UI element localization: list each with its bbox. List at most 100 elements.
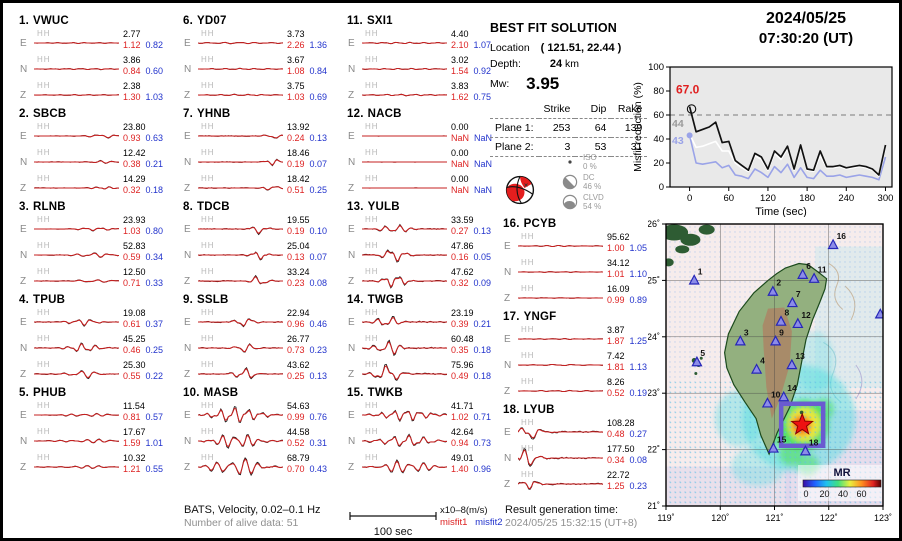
component-letter: Z — [20, 183, 27, 194]
component-letter: N — [184, 343, 192, 354]
component-letter: Z — [348, 90, 355, 101]
station-name: TDCB — [197, 201, 230, 213]
map-station-number: 10 — [771, 389, 781, 399]
depth-unit: km — [565, 58, 580, 70]
component-letter: Z — [348, 462, 355, 473]
waveform-trace — [34, 370, 119, 380]
amplitude-value: 3.83 — [451, 81, 469, 91]
waveform-trace — [518, 389, 603, 393]
misfit2-value: 0.23 — [629, 481, 648, 491]
misfit-values: 1.87 1.25 — [607, 336, 659, 347]
station-block: 17. YNGF E HH 3.87 1.87 1.25 N HH 7.42 1.81 1.13 Z HH… — [503, 311, 659, 404]
synthetic-trace — [34, 342, 119, 352]
map-station-number: 2 — [776, 278, 781, 288]
station-triangle-icon — [769, 335, 782, 346]
x-tick-label: 240 — [838, 193, 854, 204]
misfit-values: 0.46 0.25 — [123, 345, 175, 356]
misfit1-value: 0.19 — [287, 226, 305, 236]
channel-label: HH — [521, 232, 535, 241]
waveform-trace — [362, 187, 447, 189]
mr-colorbar-tick: 0 — [803, 489, 808, 499]
map-station-number: 3 — [744, 327, 749, 337]
synthetic-trace — [362, 250, 447, 262]
waveform-trace — [198, 318, 283, 328]
station-number: 10. — [183, 387, 200, 399]
amplitude-units: x10–8(m/s) misfit1 misfit2 — [440, 505, 503, 529]
misfit-values: 0.35 0.18 — [451, 345, 503, 356]
component-row: N HH 45.25 0.46 0.25 — [19, 334, 175, 360]
station-block: 16. PCYB E HH 95.62 1.00 1.05 N HH 34.12 1.01 1.10 Z… — [503, 218, 659, 311]
misfit2-value: 0.71 — [473, 412, 492, 422]
station-number: 4. — [19, 294, 29, 306]
trace-values: 43.62 0.25 0.13 — [287, 360, 339, 382]
synthetic-trace — [362, 276, 447, 288]
misfit1-value: 0.93 — [123, 133, 141, 143]
generation-time-value: 2024/05/25 15:32:15 (UT+8) — [505, 517, 638, 529]
misfit2-value: 0.09 — [473, 278, 492, 288]
component-row: Z HH 14.29 0.32 0.18 — [19, 174, 175, 200]
station-number: 9. — [183, 294, 193, 306]
channel-label: HH — [201, 148, 215, 157]
channel-label: HH — [37, 267, 51, 276]
station-triangle-icon — [691, 355, 703, 367]
misfit1-value: 1.59 — [123, 438, 141, 448]
map-station-marker: 6 — [797, 261, 811, 279]
misfit2-value: 0.55 — [145, 464, 164, 474]
channel-label: HH — [37, 308, 51, 317]
component-row: Z HH 47.62 0.32 0.09 — [347, 267, 503, 293]
misfit2-value: 0.37 — [145, 319, 164, 329]
component-letter: E — [184, 410, 191, 421]
station-title: 3. RLNB — [19, 201, 175, 215]
amplitude-value: 34.12 — [607, 258, 630, 268]
channel-label: HH — [37, 174, 51, 183]
amplitude-value: 12.50 — [123, 267, 146, 277]
observed-trace — [362, 276, 447, 289]
synthetic-trace — [198, 159, 283, 166]
synthetic-trace — [518, 449, 603, 466]
station-block: 13. YULB E HH 33.59 0.27 0.13 N HH 47.86 0.16 0.05 Z… — [347, 201, 503, 294]
station-triangle-icon — [786, 358, 798, 370]
component-row: E HH 0.00 NaN NaN — [347, 122, 503, 148]
unit-label: x10–8(m/s) — [440, 505, 488, 516]
trace-values: 12.50 0.71 0.33 — [123, 267, 175, 289]
component-row: N HH 7.42 1.81 1.13 — [503, 351, 659, 377]
component-row: Z HH 75.96 0.49 0.18 — [347, 360, 503, 386]
station-block: 12. NACB E HH 0.00 NaN NaN N HH 0.00 NaN NaN Z HH 0.00… — [347, 108, 503, 201]
misfit1-value: 1.08 — [287, 66, 305, 76]
misfit1-value: 0.25 — [287, 371, 305, 381]
trace-values: 42.64 0.94 0.73 — [451, 427, 503, 449]
station-name: LYUB — [523, 404, 555, 416]
waveform-trace — [34, 159, 119, 164]
synthetic-trace — [198, 275, 283, 284]
channel-label: HH — [37, 55, 51, 64]
station-name: TPUB — [33, 294, 66, 306]
misfit-values: 0.96 0.46 — [287, 319, 339, 330]
synthetic-trace — [34, 160, 119, 164]
trace-values: 41.71 1.02 0.71 — [451, 401, 503, 423]
amplitude-value: 49.01 — [451, 453, 474, 463]
x-tick-label: 60 — [723, 193, 734, 204]
annotation-43: 43 — [672, 135, 684, 147]
trace-values: 75.96 0.49 0.18 — [451, 360, 503, 382]
observed-trace — [198, 274, 283, 285]
waveform-trace — [518, 427, 603, 440]
map-station-marker: 12 — [792, 310, 811, 329]
component-row: Z HH 12.50 0.71 0.33 — [19, 267, 175, 293]
waveform-trace — [362, 276, 447, 289]
component-letter: E — [348, 410, 355, 421]
amplitude-value: 177.50 — [607, 444, 635, 454]
plane1-strike: 253 — [538, 118, 576, 138]
waveform-trace — [518, 480, 603, 490]
lat-tick-label: 22˚ — [648, 445, 660, 455]
component-row: E HH 23.93 1.03 0.80 — [19, 215, 175, 241]
misfit-values: 0.70 0.43 — [287, 464, 339, 475]
synthetic-trace — [198, 368, 283, 379]
waveform-trace — [198, 226, 283, 236]
annotation-67: 67.0 — [676, 82, 700, 96]
station-triangle-icon — [750, 363, 763, 374]
misfit1-value: 0.73 — [287, 345, 305, 355]
station-block: 4. TPUB E HH 19.08 0.61 0.37 N HH 45.25 0.46 0.25 Z H… — [19, 294, 175, 387]
station-triangle-icon — [827, 238, 839, 250]
trace-values: 68.79 0.70 0.43 — [287, 453, 339, 475]
channel-label: HH — [521, 258, 535, 267]
